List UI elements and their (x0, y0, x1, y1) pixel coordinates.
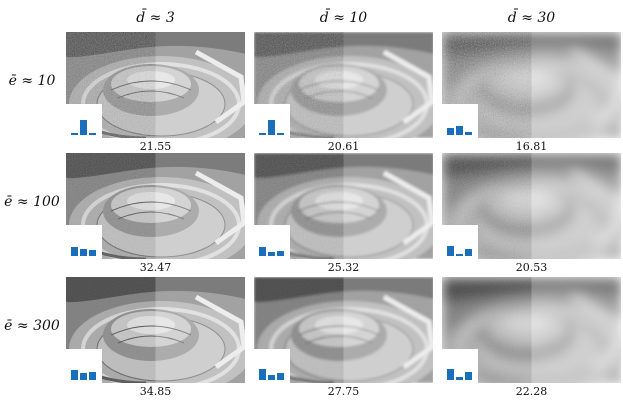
histogram-bar (277, 133, 284, 135)
histogram-bar (465, 372, 472, 380)
reconstruction (531, 153, 621, 259)
psnr-value: 25.32 (328, 261, 360, 274)
histogram-bar (456, 126, 463, 135)
image (66, 277, 245, 383)
psnr-value: 21.55 (140, 140, 172, 153)
image (442, 32, 621, 138)
row-header: ē ≈ 100 (4, 194, 60, 210)
psnr-value: 22.28 (516, 385, 548, 398)
histogram-bar (71, 370, 78, 380)
reconstruction (531, 32, 621, 138)
histogram-bar (80, 249, 87, 256)
histogram-bar (268, 120, 275, 135)
histogram-bar (89, 133, 96, 135)
reconstruction (155, 153, 245, 259)
histogram-bar (71, 247, 78, 256)
histogram-bar (259, 369, 266, 380)
reconstruction (531, 277, 621, 383)
histogram-bar (259, 133, 266, 135)
histogram-bar (80, 120, 87, 135)
psnr-value: 32.47 (140, 261, 172, 274)
histogram-bar (89, 250, 96, 256)
row-header: ē ≈ 300 (4, 318, 60, 334)
column-header: d̄ ≈ 30 (508, 8, 556, 26)
image (254, 153, 433, 259)
histogram-bar (456, 377, 463, 380)
histogram-bar (465, 249, 472, 256)
histogram-bar (259, 247, 266, 256)
histogram-bar (80, 373, 87, 380)
psnr-value: 20.61 (328, 140, 360, 153)
histogram-bar (268, 375, 275, 380)
histogram-bar (456, 254, 463, 256)
psnr-value: 16.81 (516, 140, 548, 153)
image (66, 153, 245, 259)
reconstruction (155, 32, 245, 138)
psnr-value: 34.85 (140, 385, 172, 398)
reconstruction (155, 277, 245, 383)
psnr-value: 20.53 (516, 261, 548, 274)
histogram-bar (465, 132, 472, 135)
histogram-bar (89, 372, 96, 380)
histogram-bar (277, 373, 284, 380)
histogram-bar (277, 251, 284, 256)
column-header: d̄ ≈ 10 (320, 8, 368, 26)
histogram-bar (447, 246, 454, 256)
row-header: ē ≈ 10 (9, 73, 56, 89)
reconstruction (343, 277, 433, 383)
histogram-bar (447, 369, 454, 380)
reconstruction (343, 32, 433, 138)
reconstruction (343, 153, 433, 259)
psnr-value: 27.75 (328, 385, 360, 398)
histogram-bar (71, 133, 78, 135)
column-header: d̄ ≈ 3 (136, 8, 175, 26)
histogram-bar (447, 128, 454, 135)
histogram-bar (268, 252, 275, 256)
